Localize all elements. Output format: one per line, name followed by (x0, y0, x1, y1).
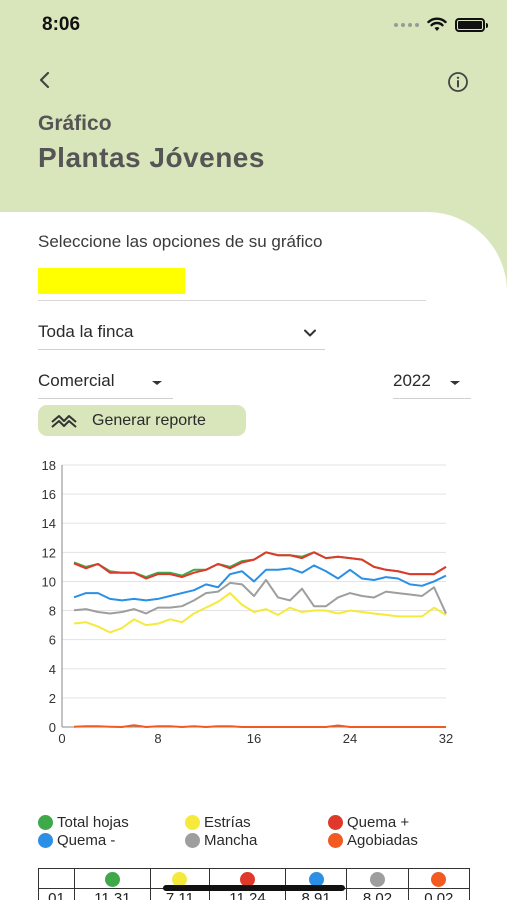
type-dropdown[interactable]: Comercial (38, 371, 173, 399)
signal-icon (394, 23, 419, 27)
series-dot-icon (369, 871, 385, 887)
location-dropdown-value: Toda la finca (38, 322, 134, 341)
series-line-estr-as (73, 592, 447, 634)
legend-dot-icon (185, 833, 200, 848)
series-line-agobiadas (73, 724, 446, 728)
info-icon[interactable] (446, 70, 470, 94)
type-dropdown-value: Comercial (38, 371, 115, 390)
data-table: 01 11.31 7.11 11.24 8.91 8.02 0.02 (38, 868, 471, 900)
home-indicator (163, 885, 345, 891)
table-header-cell (38, 868, 75, 889)
highlighted-field[interactable] (38, 268, 185, 294)
table-row: 01 11.31 7.11 11.24 8.91 8.02 0.02 (38, 888, 471, 900)
y-tick-label: 2 (49, 691, 56, 706)
legend-label: Quema + (347, 814, 410, 831)
legend-label: Mancha (204, 832, 258, 849)
legend-label: Estrías (204, 814, 251, 831)
status-time: 8:06 (42, 14, 81, 35)
legend-dot-icon (328, 833, 343, 848)
generate-report-button[interactable]: Generar reporte (38, 405, 246, 436)
status-icons (394, 14, 488, 36)
options-prompt: Seleccione las opciones de su gráfico (38, 232, 323, 251)
battery-icon (455, 18, 488, 32)
series-dot-icon (431, 871, 447, 887)
generate-report-label: Generar reporte (92, 411, 206, 429)
legend-dot-icon (328, 815, 343, 830)
table-cell: 11.31 (73, 888, 151, 900)
content-sheet (0, 212, 507, 900)
back-button[interactable] (34, 68, 58, 92)
table-cell: 8.02 (346, 888, 409, 900)
legend-label: Agobiadas (347, 832, 418, 849)
series-line-quema- (73, 564, 447, 602)
series-dot-icon (172, 871, 188, 887)
legend-dot-icon (38, 833, 53, 848)
chevron-down-icon (304, 329, 316, 337)
y-tick-label: 14 (42, 516, 56, 531)
y-tick-label: 6 (49, 633, 56, 648)
series-line-mancha (73, 578, 447, 615)
x-tick-label: 16 (247, 731, 261, 746)
series-line-quema- (73, 551, 447, 580)
caret-down-icon (450, 381, 460, 385)
year-dropdown[interactable]: 2022 (393, 371, 471, 399)
x-tick-label: 32 (439, 731, 453, 746)
y-tick-label: 4 (49, 662, 56, 677)
legend-item: Quema - (38, 832, 115, 849)
page-title: Plantas Jóvenes (38, 142, 265, 173)
legend-label: Quema - (57, 832, 116, 849)
legend-label: Total hojas (57, 814, 129, 831)
series-dot-icon (308, 871, 324, 887)
legend-item: Estrías (185, 814, 251, 831)
y-tick-label: 0 (49, 720, 56, 735)
legend-dot-icon (38, 815, 53, 830)
table-header-cell (407, 868, 471, 889)
caret-down-icon (152, 381, 162, 385)
legend-item: Agobiadas (328, 832, 418, 849)
wifi-icon (427, 17, 447, 31)
legend-item: Mancha (185, 832, 257, 849)
y-tick-label: 12 (42, 545, 56, 560)
legend-item: Total hojas (38, 814, 129, 831)
legend-dot-icon (185, 815, 200, 830)
y-tick-label: 8 (49, 604, 56, 619)
y-tick-label: 16 (42, 487, 56, 502)
field-underline (38, 300, 426, 301)
legend-item: Quema + (328, 814, 409, 831)
series-dot-icon (104, 871, 120, 887)
table-cell: 0.02 (407, 888, 471, 900)
table-header-cell (73, 868, 151, 889)
x-tick-label: 8 (154, 731, 161, 746)
y-tick-label: 18 (42, 458, 56, 473)
x-tick-label: 0 (58, 731, 65, 746)
chart-legend: Total hojas Estrías Quema + Quema - Mancha Ag… (38, 814, 478, 854)
chart-wave-icon (51, 414, 77, 428)
y-tick-label: 10 (42, 574, 56, 589)
x-tick-label: 24 (343, 731, 357, 746)
page-subtitle: Gráfico (38, 112, 112, 135)
series-dot-icon (239, 871, 255, 887)
location-dropdown[interactable]: Toda la finca (38, 322, 325, 350)
year-dropdown-value: 2022 (393, 371, 431, 390)
table-header-cell (346, 868, 409, 889)
table-cell: 01 (38, 888, 75, 900)
